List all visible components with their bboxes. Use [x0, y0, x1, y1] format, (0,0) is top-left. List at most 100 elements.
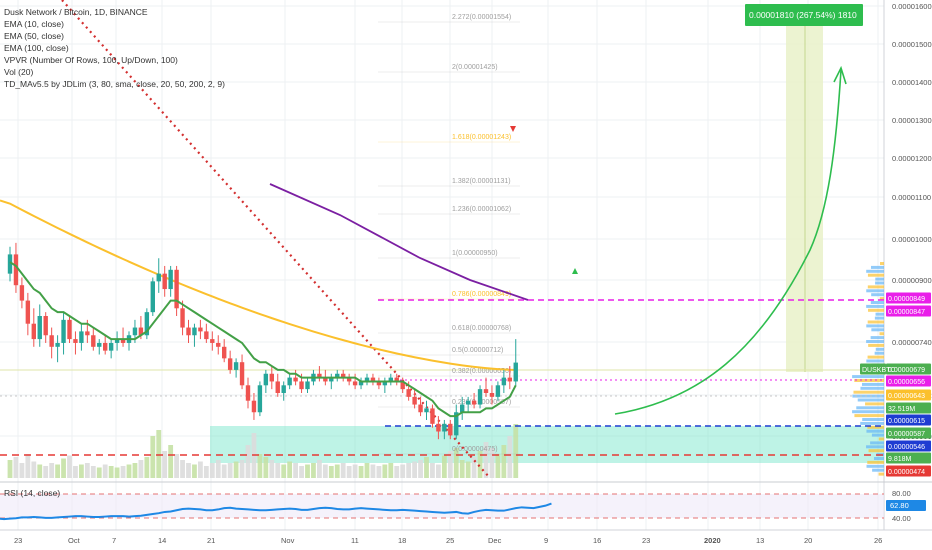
fib-label: 0.786(0.00000849) [452, 291, 511, 298]
fib-label: 0(0.00000475) [452, 446, 498, 453]
volume-bar [328, 466, 334, 478]
x-tick-label: Dec [488, 536, 502, 545]
fib-label: 2.272(0.00001554) [452, 14, 511, 21]
x-tick-label: 9 [544, 536, 548, 545]
rsi-label[interactable]: RSI (14, close) [4, 488, 61, 498]
volume-bar [162, 451, 168, 478]
vpvr-bar [852, 375, 884, 379]
candle-body [222, 346, 227, 359]
y-tick-label: 0.00001000 [892, 235, 932, 244]
volume-bar [465, 461, 471, 478]
candle-body [192, 327, 197, 336]
candle-body [424, 408, 429, 413]
candle-body [448, 423, 453, 436]
fib-label: 0.382(0.00000656) [452, 368, 511, 375]
rsi-line [0, 502, 552, 521]
vpvr-bar [857, 398, 884, 402]
vpvr-bar [878, 437, 884, 441]
candle-body [477, 389, 483, 405]
candle-body [269, 373, 274, 382]
legend-ema10[interactable]: EMA (10, close) [4, 19, 64, 29]
candle-body [394, 377, 399, 382]
vpvr-bar [866, 324, 884, 328]
vpvr-bar [878, 472, 884, 476]
legend-volume[interactable]: Vol (20) [4, 67, 34, 77]
candle-body [97, 342, 102, 347]
vpvr-bar [866, 304, 884, 308]
volume-bar [180, 460, 185, 478]
volume-bar [299, 466, 304, 478]
candle-body [198, 327, 203, 332]
price-badge-text: 0.00000679 [888, 367, 925, 374]
candle-body [168, 269, 173, 290]
candle-body [483, 389, 489, 393]
vpvr-bar [867, 285, 884, 289]
ema10-line [9, 261, 517, 418]
vpvr-bar [867, 320, 884, 324]
candle-body [287, 377, 292, 386]
candle-body [19, 285, 25, 301]
volume-bar [37, 464, 43, 478]
candle-body [388, 377, 393, 382]
legend-vpvr[interactable]: VPVR (Number Of Rows, 100, Up/Down, 100) [4, 55, 178, 65]
vpvr-bar [860, 421, 884, 425]
projection-curve [614, 69, 842, 415]
candle-body [418, 404, 423, 413]
volume-bar [513, 424, 519, 478]
volume-bar [489, 448, 495, 478]
candle-body [91, 335, 96, 347]
legend-ema50[interactable]: EMA (50, close) [4, 31, 64, 41]
x-tick-label: 23 [642, 536, 650, 545]
candle-body [430, 408, 435, 424]
vpvr-bar [861, 382, 884, 386]
legend-symbol[interactable]: Dusk Network / Bitcoin, 1D, BINANCE [4, 7, 148, 17]
candle-body [376, 381, 382, 386]
legend-td-ma[interactable]: TD_MAv5.5 by JDLim (3, 80, sma, close, 2… [4, 79, 225, 89]
ema50-line [0, 199, 516, 371]
candle-body [210, 339, 215, 343]
candle-body [144, 312, 150, 336]
x-tick-label: 18 [398, 536, 406, 545]
price-badge [886, 292, 931, 304]
candle-body [216, 342, 221, 347]
x-tick-label: Nov [281, 536, 295, 545]
vpvr-bar [866, 340, 884, 343]
price-badge-text: 32.519M [888, 406, 915, 413]
volume-bar [186, 463, 191, 478]
volume-bar [436, 464, 441, 478]
candle-body [436, 423, 441, 432]
y-tick-label: 0.00001400 [892, 78, 932, 87]
volume-bar [322, 464, 328, 478]
volume-bar [13, 457, 19, 478]
x-tick-label: 21 [207, 536, 215, 545]
trendline [61, 0, 491, 479]
x-tick-label: 13 [756, 536, 764, 545]
y-tick-label: 0.00000740 [892, 338, 932, 347]
volume-bar [245, 445, 251, 478]
volume-bar [108, 466, 114, 478]
volume-bar [305, 464, 310, 478]
vpvr-bar [867, 460, 884, 464]
vpvr-bar [860, 386, 884, 390]
candle-body [150, 281, 155, 313]
candle-body [31, 323, 36, 340]
candle-body [495, 385, 501, 397]
volume-bar [317, 460, 322, 478]
y-tick-label: 0.00001600 [892, 2, 932, 11]
vpvr-bar [866, 429, 884, 433]
volume-bar [382, 464, 388, 478]
volume-bar [233, 461, 239, 478]
candle-body [299, 381, 304, 390]
volume-bar [412, 461, 417, 478]
x-tick-label: 23 [14, 536, 22, 545]
x-tick-label: 20 [804, 536, 812, 545]
candle-body [352, 381, 358, 386]
vpvr-bar [867, 425, 884, 429]
candle-body [406, 389, 411, 397]
price-badge [886, 305, 931, 317]
legend-ema100[interactable]: EMA (100, close) [4, 43, 69, 53]
vpvr-bar [870, 441, 884, 445]
candle-body [346, 377, 352, 382]
price-badge-text: 0.00000849 [888, 296, 925, 303]
